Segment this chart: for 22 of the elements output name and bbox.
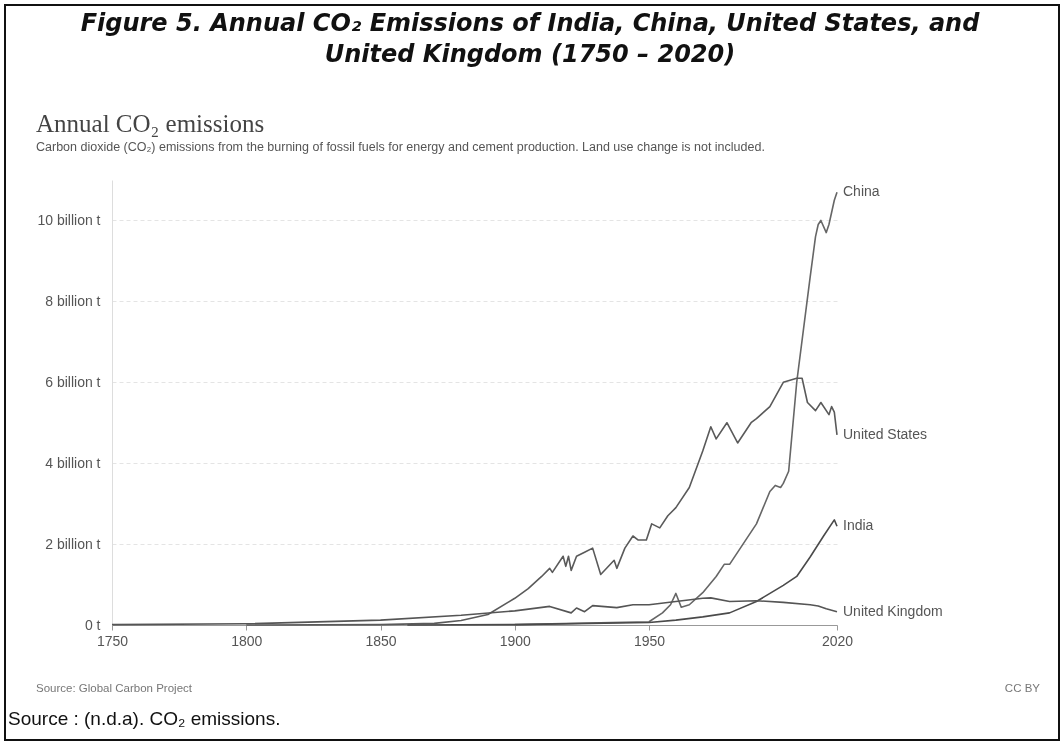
series-label: China (843, 183, 880, 200)
x-tick-label: 1800 (231, 632, 263, 649)
y-tick-label: 8 billion t (45, 292, 101, 309)
chart-subtitle: Annual CO₂ emissions (36, 110, 265, 138)
chart-title: Figure 5. Annual CO₂ Emissions of India, China, United States, and United Kingdom (1750 – 2020) (79, 8, 981, 70)
series-label: India (843, 517, 874, 534)
y-tick-label: 2 billion t (45, 535, 101, 552)
text: Carbon dioxide (CO₂) emissions from the burning of fossil fuels for energy and cement production. Land use change is not included. (36, 140, 766, 154)
x-tick-label: 1750 (96, 632, 129, 649)
y-tick-label: 6 billion t (45, 373, 101, 390)
source-note: Source : (n.d.a). CO₂ emissions. (8, 708, 281, 730)
series-label: United Kingdom (843, 602, 943, 619)
x-tick-label: 2020 (821, 632, 854, 649)
y-tick-label: 4 billion t (45, 454, 101, 471)
x-tick-label: 1950 (633, 632, 666, 649)
y-tick-label: 10 billion t (37, 211, 101, 228)
y-tick-label: 0 t (84, 616, 101, 633)
series-label: United States (843, 425, 928, 442)
text: CC BY (1004, 682, 1040, 694)
x-tick-label: 1850 (365, 632, 397, 649)
source-note: Source: Global Carbon Project (36, 682, 192, 694)
x-tick-label: 1900 (499, 632, 532, 649)
